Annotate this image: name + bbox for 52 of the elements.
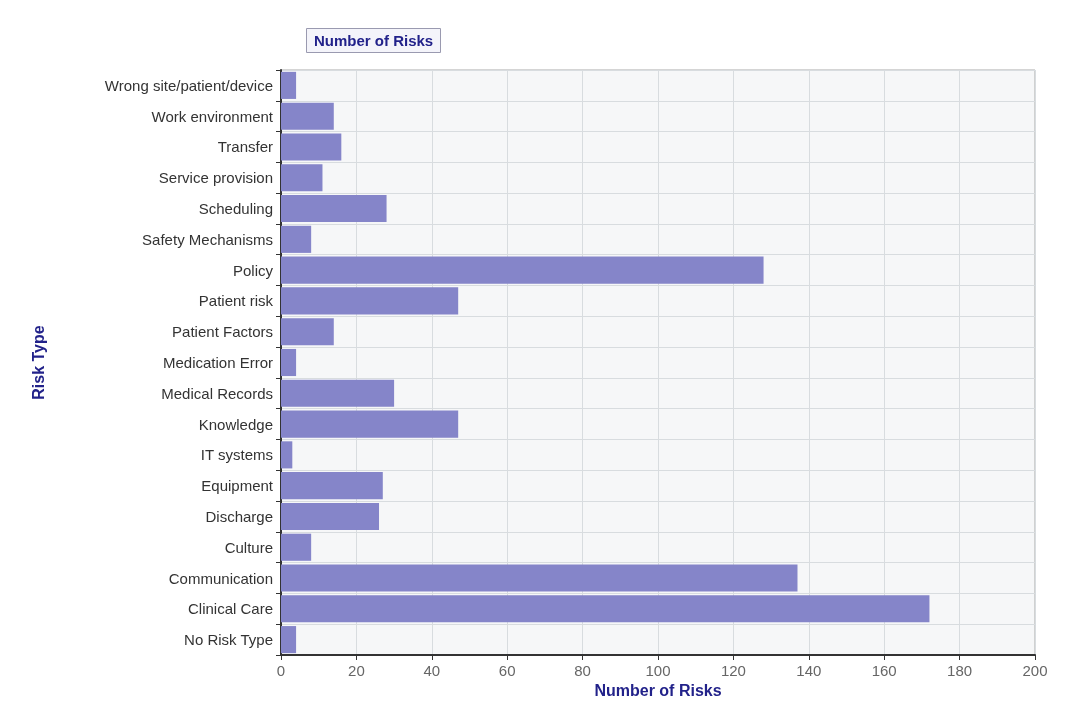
- x-tick-label: 60: [498, 662, 516, 679]
- bar: [281, 441, 293, 469]
- y-tick-label: IT systems: [200, 446, 273, 464]
- bar: [281, 256, 764, 284]
- x-axis-title: Number of Risks: [594, 682, 722, 700]
- bar: [281, 133, 342, 161]
- x-tick-label: 100: [645, 662, 671, 679]
- chart-title: Number of Risks: [314, 32, 434, 49]
- bar: [281, 472, 383, 500]
- bar: [281, 626, 297, 654]
- bar: [281, 318, 334, 346]
- y-tick-label: Clinical Care: [187, 600, 273, 618]
- y-tick-label: Scheduling: [198, 200, 273, 218]
- x-tick-label: 40: [423, 662, 441, 679]
- bar: [281, 71, 297, 99]
- bar: [281, 564, 798, 592]
- x-tick-label: 140: [796, 662, 822, 679]
- y-tick-label: Transfer: [217, 138, 273, 156]
- x-tick-label: 180: [947, 662, 973, 679]
- bar: [281, 102, 334, 130]
- y-tick-label: Communication: [168, 569, 273, 587]
- bar: [281, 195, 387, 223]
- y-tick-label: Patient risk: [198, 292, 274, 310]
- y-tick-label: Policy: [232, 261, 274, 279]
- y-tick-label: Wrong site/patient/device: [104, 76, 273, 94]
- y-tick-label: Patient Factors: [172, 323, 273, 341]
- bar: [281, 379, 395, 407]
- x-tick-label: 200: [1022, 662, 1048, 679]
- y-tick-label: Culture: [224, 538, 273, 556]
- bar: [281, 595, 930, 623]
- x-tick-label: 160: [871, 662, 897, 679]
- y-tick-label: Knowledge: [198, 415, 273, 433]
- bar: [281, 287, 459, 315]
- bar: [281, 225, 312, 253]
- bar: [281, 533, 312, 561]
- bar: [281, 502, 380, 530]
- bar: [281, 410, 459, 438]
- x-tick-label: 0: [276, 662, 286, 679]
- y-tick-label: Work environment: [151, 107, 274, 125]
- bar: [281, 348, 297, 377]
- y-tick-label: Safety Mechanisms: [142, 230, 273, 248]
- x-tick-label: 20: [348, 662, 365, 679]
- y-axis-title: Risk Type: [29, 325, 47, 400]
- bar: [281, 164, 323, 192]
- x-tick-label: 80: [574, 662, 591, 679]
- y-tick-label: Medication Error: [162, 354, 273, 371]
- y-tick-label: Equipment: [201, 477, 274, 495]
- y-tick-label: Medical Records: [161, 384, 273, 402]
- x-tick-label: 120: [720, 662, 746, 679]
- y-tick-label: No Risk Type: [184, 631, 273, 649]
- y-tick-label: Service provision: [158, 169, 273, 187]
- y-tick-label: Discharge: [205, 507, 273, 525]
